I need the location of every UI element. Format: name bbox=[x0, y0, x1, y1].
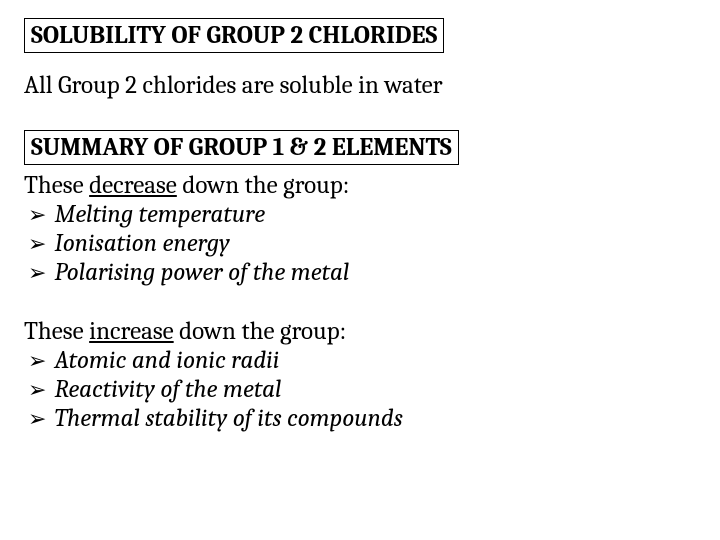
increase-item: Atomic and ionic radii bbox=[28, 346, 696, 375]
increase-item: Thermal stability of its compounds bbox=[28, 404, 696, 433]
decrease-item: Ionisation energy bbox=[28, 229, 696, 258]
increase-item: Reactivity of the metal bbox=[28, 375, 696, 404]
increase-underline: increase bbox=[89, 317, 174, 346]
increase-prefix: These bbox=[24, 317, 89, 346]
decrease-suffix: down the group: bbox=[177, 171, 350, 200]
decrease-item: Polarising power of the metal bbox=[28, 258, 696, 287]
increase-suffix: down the group: bbox=[174, 317, 347, 346]
decrease-list: Melting temperature Ionisation energy Po… bbox=[24, 200, 696, 287]
decrease-item: Melting temperature bbox=[28, 200, 696, 229]
increase-label: These increase down the group: bbox=[24, 317, 696, 346]
heading-solubility: SOLUBILITY OF GROUP 2 CHLORIDES bbox=[24, 18, 444, 53]
increase-list: Atomic and ionic radii Reactivity of the… bbox=[24, 346, 696, 433]
heading-summary: SUMMARY OF GROUP 1 & 2 ELEMENTS bbox=[24, 130, 459, 165]
decrease-label: These decrease down the group: bbox=[24, 171, 696, 200]
decrease-prefix: These bbox=[24, 171, 89, 200]
decrease-underline: decrease bbox=[89, 171, 177, 200]
body-solubility: All Group 2 chlorides are soluble in wat… bbox=[24, 71, 696, 100]
